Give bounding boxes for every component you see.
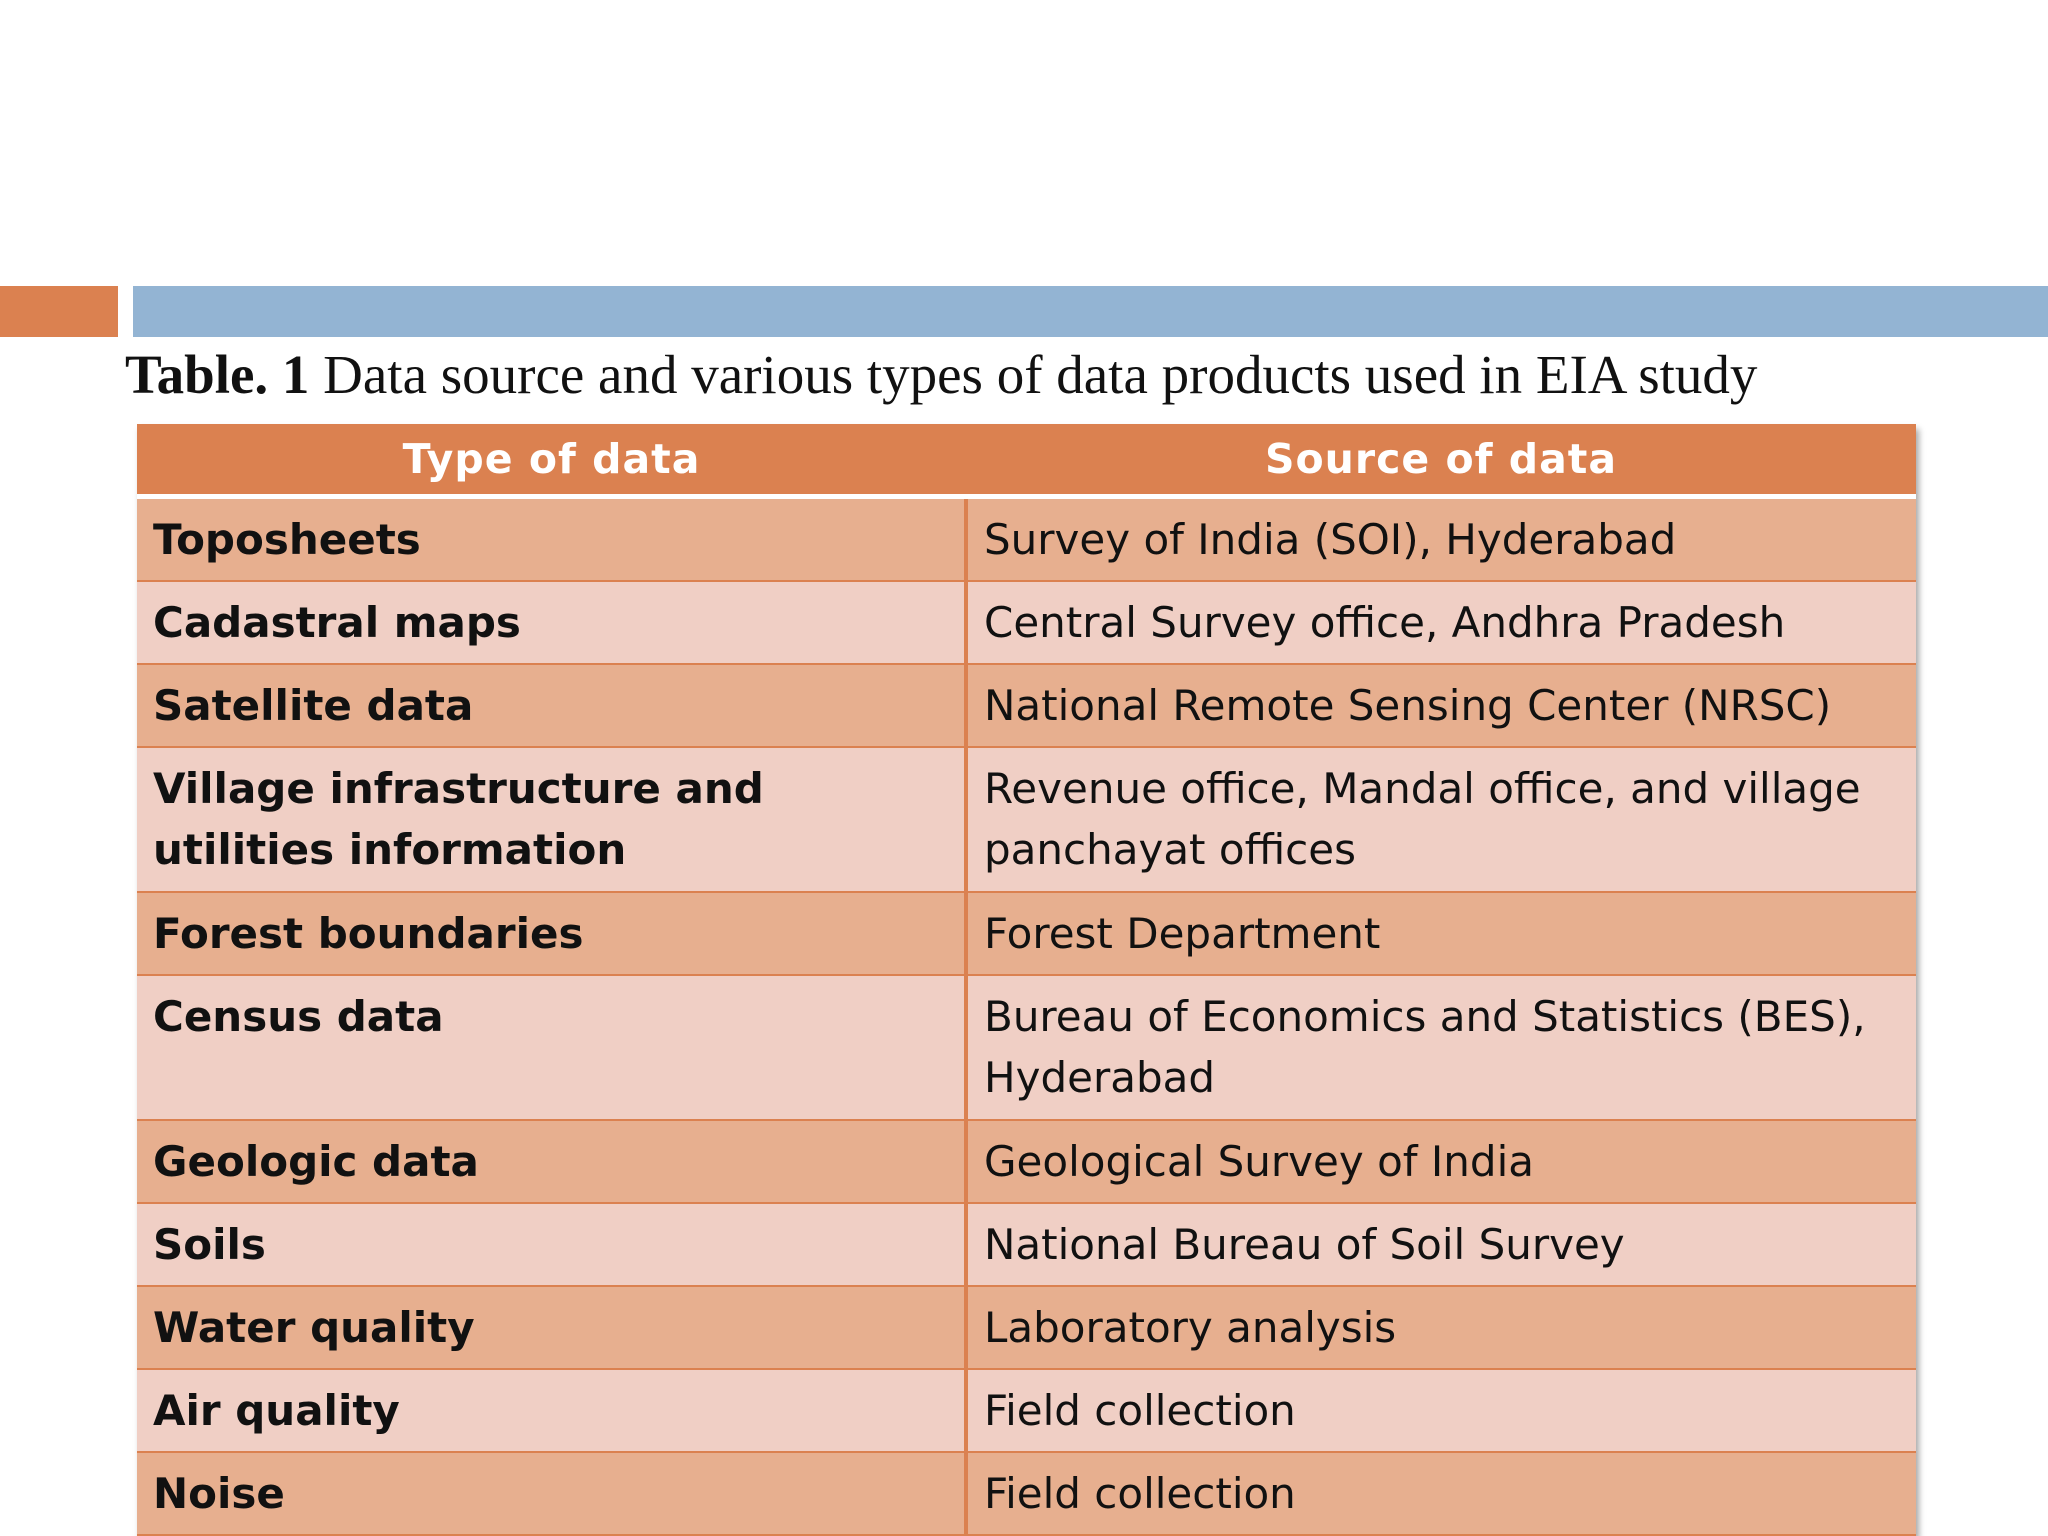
header-source-of-data: Source of data — [966, 424, 1916, 499]
source-cell: Revenue office, Mandal office, and villa… — [966, 746, 1916, 893]
type-cell: Soils — [137, 1202, 968, 1287]
table-row: Village infrastructure and utilities inf… — [137, 746, 1916, 893]
type-cell: Water quality — [137, 1285, 968, 1370]
table-row: Forest boundaries Forest Department — [137, 891, 1916, 976]
table-row: Air quality Field collection — [137, 1368, 1916, 1453]
source-cell: Central Survey office, Andhra Pradesh — [966, 580, 1916, 665]
type-cell: Cadastral maps — [137, 580, 968, 665]
table-row: Water quality Laboratory analysis — [137, 1285, 1916, 1370]
table-row: Satellite data National Remote Sensing C… — [137, 663, 1916, 748]
source-cell: Laboratory analysis — [966, 1285, 1916, 1370]
type-cell: Noise — [137, 1451, 968, 1536]
source-cell: Bureau of Economics and Statistics (BES)… — [966, 974, 1916, 1121]
source-cell: Survey of India (SOI), Hyderabad — [966, 495, 1916, 582]
source-cell: Field collection — [966, 1451, 1916, 1536]
source-cell: Geological Survey of India — [966, 1119, 1916, 1204]
table-row: Census data Bureau of Economics and Stat… — [137, 974, 1916, 1121]
table-row: Geologic data Geological Survey of India — [137, 1119, 1916, 1204]
header-type-of-data: Type of data — [137, 424, 966, 499]
type-cell: Forest boundaries — [137, 891, 968, 976]
type-cell: Air quality — [137, 1368, 968, 1453]
type-cell: Satellite data — [137, 663, 968, 748]
caption-label: Table. 1 — [125, 344, 310, 405]
table-caption: Table. 1 Data source and various types o… — [125, 340, 2025, 410]
table-row: Toposheets Survey of India (SOI), Hydera… — [137, 495, 1916, 582]
caption-text: Data source and various types of data pr… — [309, 344, 1758, 405]
table-row: Cadastral maps Central Survey office, An… — [137, 580, 1916, 665]
table-row: Noise Field collection — [137, 1451, 1916, 1536]
accent-bar-blue — [133, 286, 2048, 337]
source-cell: Field collection — [966, 1368, 1916, 1453]
type-cell: Census data — [137, 974, 968, 1121]
source-cell: National Bureau of Soil Survey — [966, 1202, 1916, 1287]
data-table-container: Type of data Source of data Toposheets S… — [137, 424, 1916, 1536]
type-cell: Geologic data — [137, 1119, 968, 1204]
type-cell: Toposheets — [137, 495, 968, 582]
type-cell: Village infrastructure and utilities inf… — [137, 746, 968, 893]
source-cell: National Remote Sensing Center (NRSC) — [966, 663, 1916, 748]
source-cell: Forest Department — [966, 891, 1916, 976]
table-row: Soils National Bureau of Soil Survey — [137, 1202, 1916, 1287]
table-header-row: Type of data Source of data — [137, 424, 1916, 499]
accent-bar-orange — [0, 286, 118, 337]
data-table: Type of data Source of data Toposheets S… — [137, 424, 1916, 1536]
